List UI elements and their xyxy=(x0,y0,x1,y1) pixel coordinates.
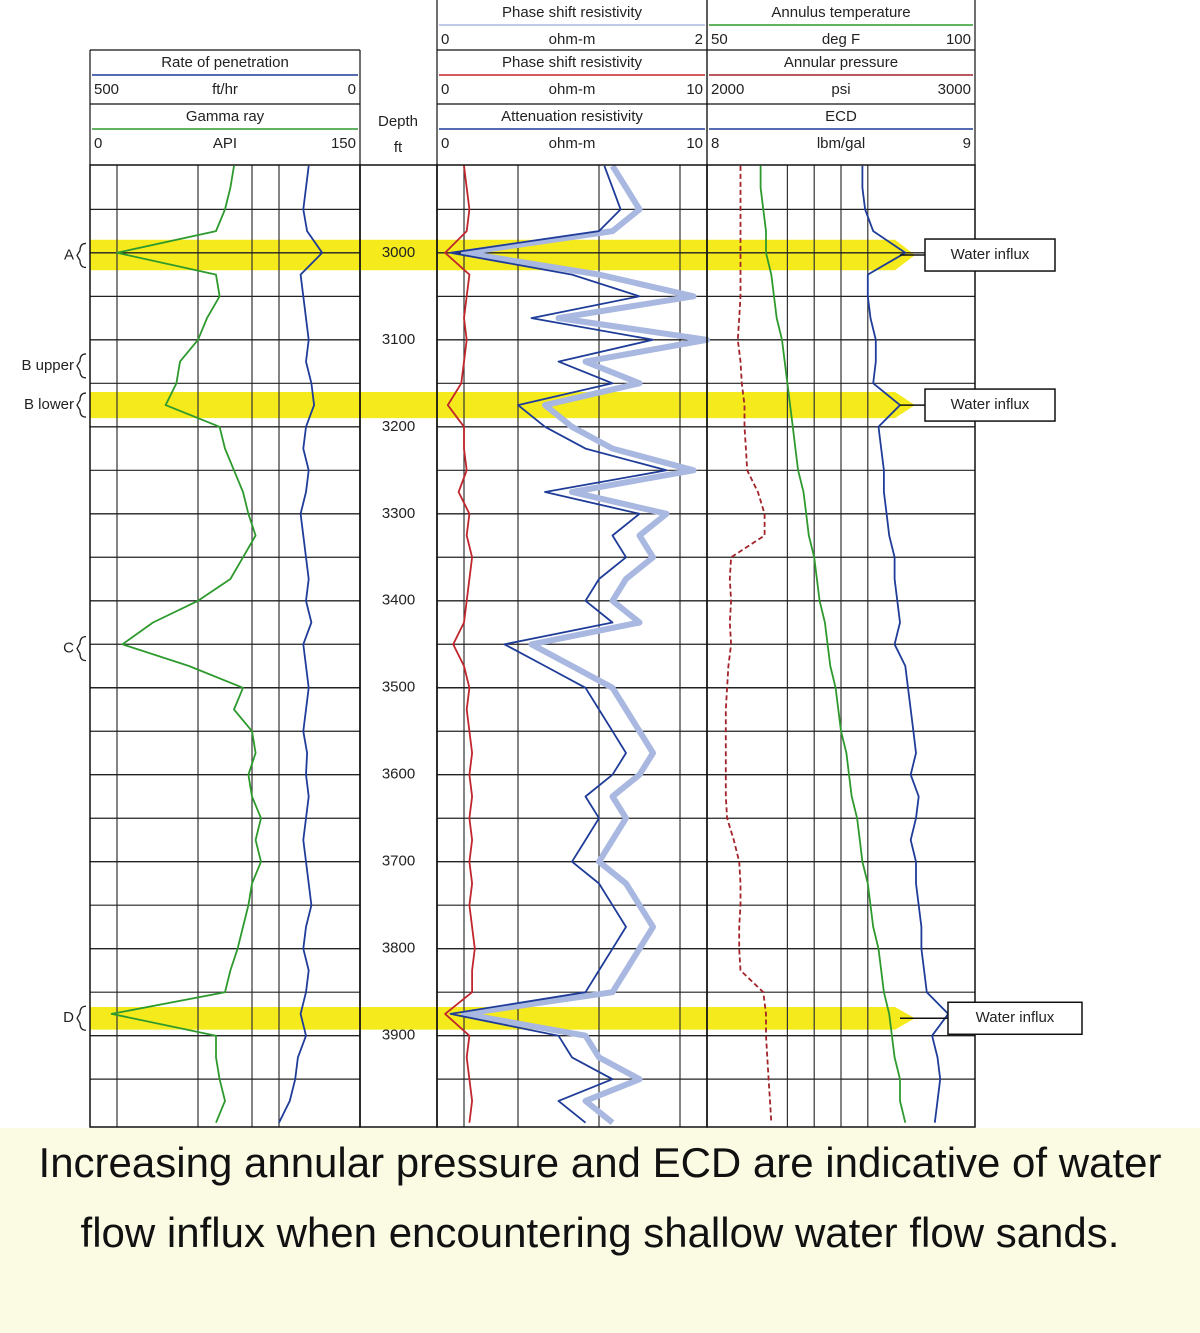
log-curve xyxy=(444,165,476,1123)
zone-brace xyxy=(76,1005,87,1031)
depth-tick-label: 3100 xyxy=(382,331,415,348)
zone-brace xyxy=(76,353,87,379)
zone-brace xyxy=(76,392,87,418)
scale-min: 500 xyxy=(94,81,119,98)
influx-band xyxy=(90,392,915,419)
curve-name: Annulus temperature xyxy=(771,4,910,21)
curve-name: Rate of penetration xyxy=(161,54,289,71)
track-border xyxy=(706,164,976,1128)
caption: Increasing annular pressure and ECD are … xyxy=(0,1128,1200,1333)
curve-name: ECD xyxy=(825,108,857,125)
depth-tick-label: 3000 xyxy=(382,244,415,261)
log-curve xyxy=(861,165,950,1123)
depth-tick-label: 3300 xyxy=(382,505,415,522)
annotation-box xyxy=(947,1001,1083,1036)
scale-min: 0 xyxy=(441,81,449,98)
zone-label: C xyxy=(63,640,74,657)
scale-max: 100 xyxy=(946,31,971,48)
scale-min: 50 xyxy=(711,31,728,48)
annotation-text: Water influx xyxy=(976,1009,1055,1026)
zone-label: B lower xyxy=(24,396,74,413)
depth-tick-label: 3400 xyxy=(382,592,415,609)
scale-max: 3000 xyxy=(938,81,971,98)
annotation-text: Water influx xyxy=(951,396,1030,413)
curve-name: Gamma ray xyxy=(186,108,265,125)
scale-max: 0 xyxy=(348,81,356,98)
zone-label: A xyxy=(64,246,74,263)
zone-label: D xyxy=(63,1009,74,1026)
curve-name: Phase shift resistivity xyxy=(502,54,643,71)
log-curve xyxy=(759,165,907,1123)
log-curve xyxy=(449,165,668,1124)
depth-tick-label: 3600 xyxy=(382,766,415,783)
depth-tick-label: 3800 xyxy=(382,940,415,957)
scale-max: 10 xyxy=(686,135,703,152)
scale-unit: ohm-m xyxy=(549,81,596,98)
zone-brace xyxy=(76,242,87,269)
scale-min: 0 xyxy=(441,135,449,152)
zone-brace xyxy=(76,635,87,662)
depth-tick-label: 3500 xyxy=(382,679,415,696)
scale-unit: deg F xyxy=(822,31,860,48)
depth-tick-label: 3700 xyxy=(382,853,415,870)
annotation-text: Water influx xyxy=(951,246,1030,263)
depth-unit: ft xyxy=(394,139,403,156)
depth-tick-label: 3200 xyxy=(382,418,415,435)
annotation-box xyxy=(924,388,1056,422)
depth-tick-label: 3900 xyxy=(382,1027,415,1044)
zone-label: B upper xyxy=(21,357,74,374)
scale-unit: ohm-m xyxy=(549,135,596,152)
scale-max: 10 xyxy=(686,81,703,98)
scale-unit: ohm-m xyxy=(549,31,596,48)
scale-max: 2 xyxy=(695,31,703,48)
curve-name: Phase shift resistivity xyxy=(502,4,643,21)
scale-unit: psi xyxy=(831,81,850,98)
scale-min: 8 xyxy=(711,135,719,152)
log-curve xyxy=(110,165,262,1124)
scale-unit: lbm/gal xyxy=(817,135,865,152)
scale-min: 2000 xyxy=(711,81,744,98)
influx-band xyxy=(90,239,915,271)
curve-name: Attenuation resistivity xyxy=(501,108,643,125)
well-log-chart: 3000 3100 3200 3300 3400 3500 3600 3700 3800 3900… xyxy=(21,0,1083,1128)
depth-label: Depth xyxy=(378,113,418,130)
track-border xyxy=(359,164,438,1128)
log-curve xyxy=(461,164,710,1126)
scale-min: 0 xyxy=(94,135,102,152)
log-curve xyxy=(724,165,773,1123)
curve-name: Annular pressure xyxy=(784,54,898,71)
annotation-box xyxy=(924,238,1056,272)
scale-max: 150 xyxy=(331,135,356,152)
log-curve xyxy=(278,165,324,1124)
scale-unit: API xyxy=(213,135,237,152)
scale-unit: ft/hr xyxy=(212,81,238,98)
scale-max: 9 xyxy=(963,135,971,152)
scale-min: 0 xyxy=(441,31,449,48)
